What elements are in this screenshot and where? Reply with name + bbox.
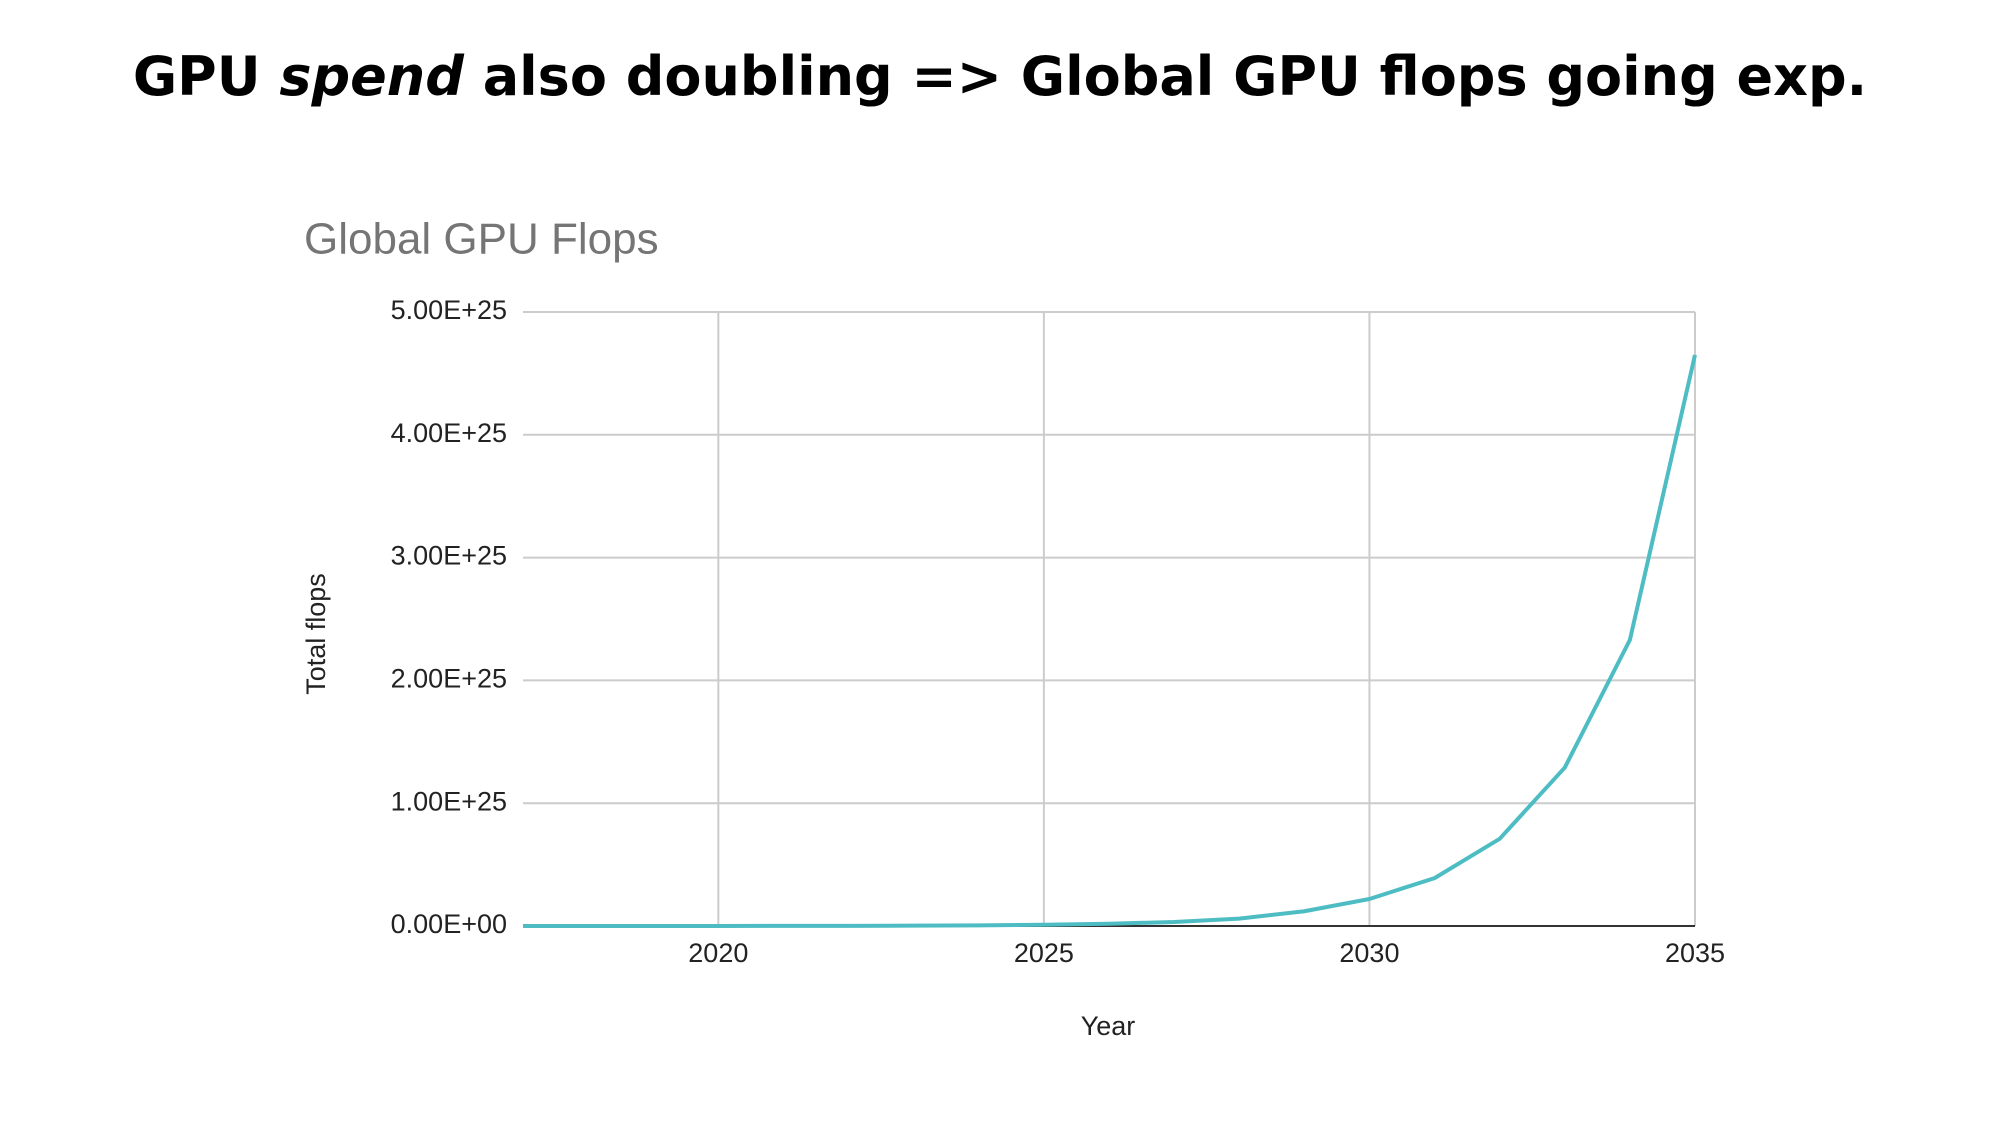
y-tick-label: 1.00E+25 (391, 786, 507, 816)
chart-title: Global GPU Flops (304, 215, 659, 264)
y-tick-label: 5.00E+25 (391, 295, 507, 325)
title-emphasis: spend (279, 45, 465, 108)
x-axis-label: Year (1081, 1011, 1136, 1041)
y-tick-label: 3.00E+25 (391, 541, 507, 571)
y-axis-label: Total flops (301, 573, 331, 695)
slide-title: GPU spend also doubling => Global GPU fl… (133, 45, 1867, 108)
y-tick-label: 0.00E+00 (391, 909, 507, 939)
y-tick-label: 2.00E+25 (391, 664, 507, 694)
data-line (522, 354, 1697, 928)
title-run: also doubling => Global GPU flops going … (483, 45, 1867, 108)
title-run: GPU (133, 45, 261, 108)
x-tick-label: 2030 (1339, 938, 1399, 968)
x-tick-label: 2035 (1665, 938, 1725, 968)
x-tick-label: 2020 (688, 938, 748, 968)
y-tick-label: 4.00E+25 (391, 418, 507, 448)
x-tick-label: 2025 (1014, 938, 1074, 968)
chart: Global GPU Flops Year Total flops 0.00E+… (301, 215, 1725, 1042)
